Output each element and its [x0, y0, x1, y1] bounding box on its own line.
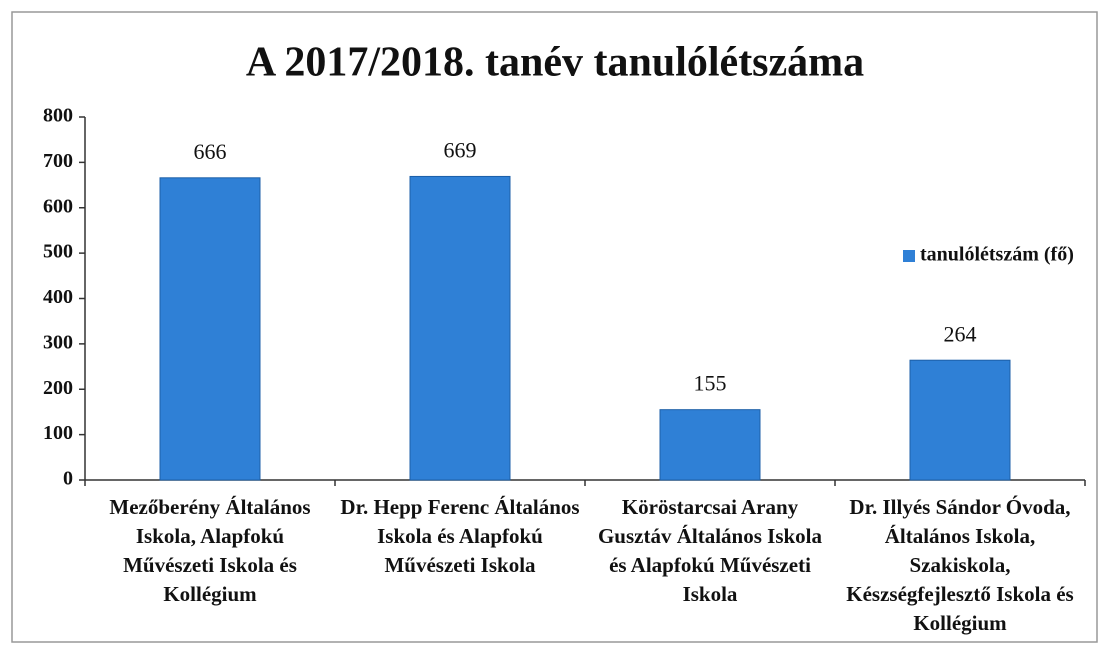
y-tick-label: 700	[43, 150, 73, 172]
x-tick-label: Köröstarcsai Arany Gusztáv Általános Isk…	[597, 495, 823, 606]
y-tick-label: 400	[43, 286, 73, 308]
data-label: 264	[944, 321, 977, 346]
chart-frame	[11, 11, 1098, 643]
chart-title: A 2017/2018. tanév tanulólétszáma	[246, 40, 864, 86]
bar	[909, 359, 1011, 481]
bar	[159, 177, 261, 481]
y-tick-label: 100	[43, 422, 73, 444]
y-tick-label: 0	[63, 468, 73, 490]
y-tick-label: 800	[43, 105, 73, 127]
legend-label: tanulólétszám (fő)	[920, 244, 1074, 266]
data-label: 669	[444, 137, 477, 162]
x-tick-label: Mezőberény Általános Iskola, Alapfokú Mű…	[109, 495, 311, 606]
legend-swatch	[903, 250, 915, 262]
x-tick-label: Dr. Illyés Sándor Óvoda, Általános Iskol…	[846, 495, 1074, 635]
y-tick-label: 500	[43, 241, 73, 263]
data-label: 155	[694, 371, 727, 396]
bar	[659, 409, 761, 481]
bar	[409, 175, 511, 481]
data-label: 666	[194, 139, 227, 164]
y-tick-label: 600	[43, 195, 73, 217]
x-tick-label: Dr. Hepp Ferenc Általános Iskola és Alap…	[340, 495, 580, 577]
y-tick-label: 200	[43, 377, 73, 399]
y-tick-label: 300	[43, 331, 73, 353]
